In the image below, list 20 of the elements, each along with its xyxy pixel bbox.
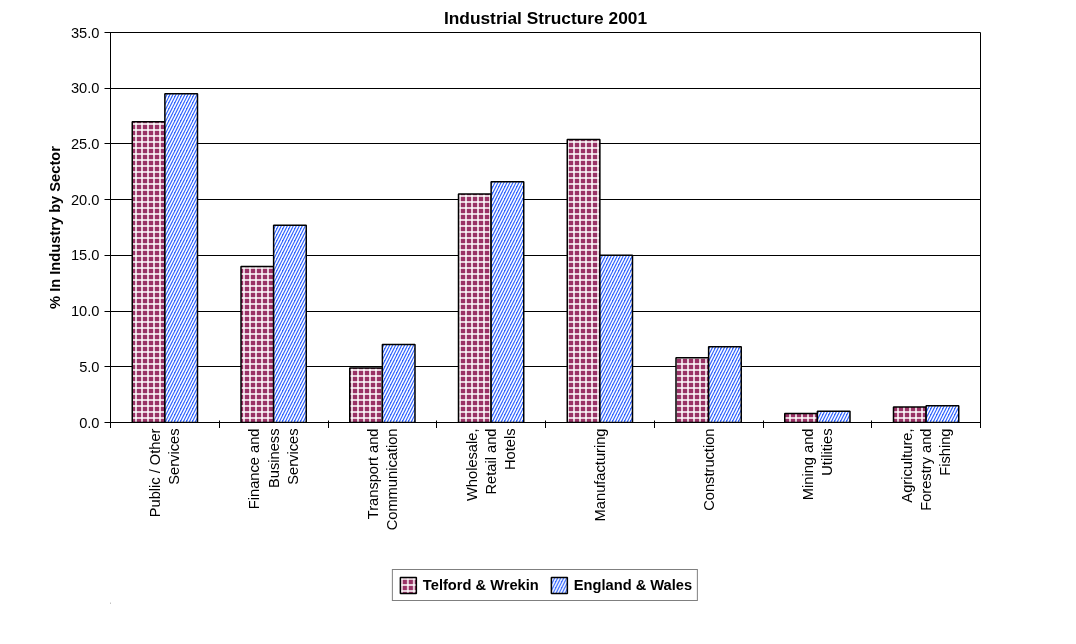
x-tick-label: Mining and Utilities — [799, 428, 835, 501]
y-tick-label: 0.0 — [79, 414, 100, 431]
x-tick-label: Agriculture, Forestry and Fishing — [898, 428, 954, 511]
x-tick-label: Manufacturing — [591, 428, 608, 522]
y-axis-title: % In Industry by Sector — [46, 145, 63, 309]
y-tick-label: 10.0 — [70, 303, 100, 320]
legend-label: England & Wales — [573, 577, 693, 593]
x-tick-label: Public / Other Services — [147, 428, 183, 518]
x-tick-label: Construction — [700, 428, 717, 511]
x-tick-label: Transport and Communication — [364, 428, 400, 531]
y-tick-label: 35.0 — [70, 24, 100, 41]
legend-label: Telford & Wrekin — [422, 577, 539, 593]
y-tick-label: 30.0 — [70, 80, 100, 97]
x-tick-label: Wholesale, Retail and Hotels — [463, 428, 519, 501]
y-tick-label: 15.0 — [70, 247, 100, 264]
y-tick-label: 20.0 — [70, 191, 100, 208]
chart-title: Industrial Structure 2001 — [443, 7, 648, 28]
y-tick-label: 5.0 — [79, 358, 100, 375]
x-tick-label: Finance and Business Services — [246, 428, 301, 510]
y-tick-label: 25.0 — [70, 135, 100, 152]
